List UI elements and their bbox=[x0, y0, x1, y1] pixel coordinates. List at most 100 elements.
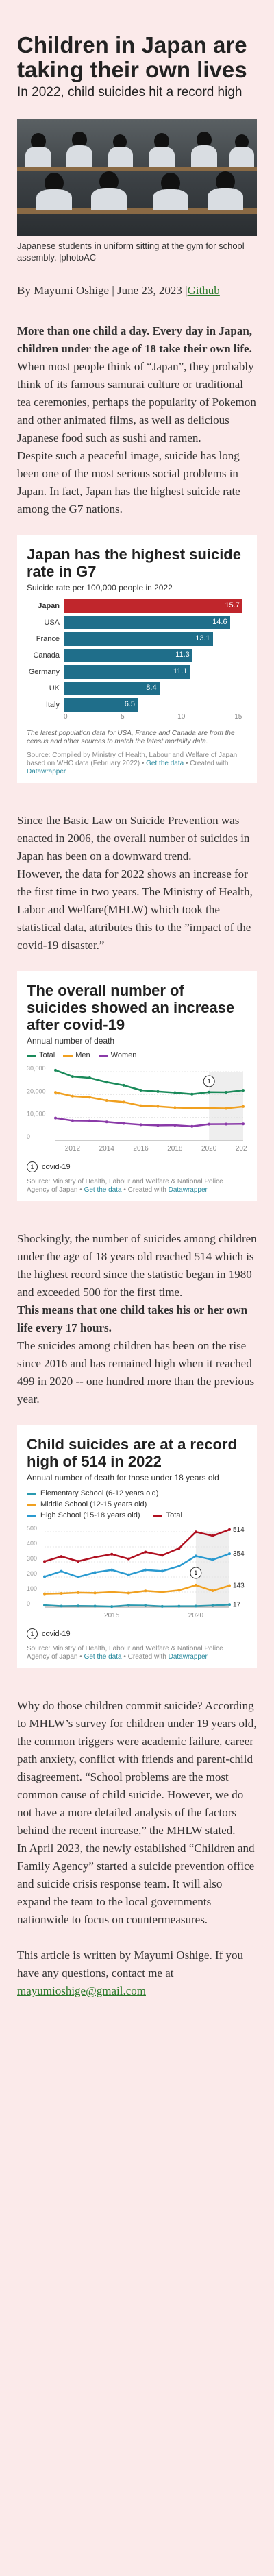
data-point bbox=[88, 1096, 91, 1099]
data-point bbox=[144, 1550, 147, 1554]
bar: 14.6 bbox=[64, 616, 230, 629]
data-point bbox=[160, 1604, 164, 1608]
data-point bbox=[225, 1122, 228, 1126]
x-tick-label: 2012 bbox=[65, 1145, 81, 1153]
data-point bbox=[190, 1092, 194, 1096]
data-point bbox=[160, 1569, 164, 1573]
data-point bbox=[228, 1584, 231, 1587]
y-tick-label: 100 bbox=[27, 1585, 37, 1592]
section3-paragraph-2: This means that one child takes his or h… bbox=[17, 1303, 248, 1334]
data-point bbox=[93, 1556, 97, 1559]
data-point bbox=[173, 1091, 177, 1094]
datawrapper-link[interactable]: Datawrapper bbox=[27, 768, 66, 775]
x-tick-label: 15 bbox=[234, 713, 242, 721]
bar: 8.4 bbox=[64, 682, 160, 695]
datawrapper-link[interactable]: Datawrapper bbox=[168, 1653, 208, 1661]
source-text: Source: Ministry of Health, Labour and W… bbox=[27, 1645, 223, 1661]
data-point bbox=[194, 1530, 197, 1534]
data-point bbox=[88, 1119, 91, 1122]
data-point bbox=[139, 1123, 142, 1127]
y-tick-label: 300 bbox=[27, 1555, 37, 1562]
data-point bbox=[173, 1106, 177, 1109]
bar-value-label: 8.4 bbox=[146, 684, 157, 692]
chart3-title: Child suicides are at a record high of 5… bbox=[27, 1436, 237, 1470]
get-data-link[interactable]: Get the data bbox=[84, 1186, 122, 1194]
covid-annotation-marker bbox=[190, 1567, 202, 1579]
x-tick-label: 2015 bbox=[104, 1612, 120, 1620]
data-point bbox=[177, 1589, 181, 1592]
data-point bbox=[93, 1591, 97, 1595]
y-tick-label: 30,000 bbox=[27, 1065, 46, 1072]
legend-men: Men bbox=[63, 1051, 90, 1059]
get-data-link[interactable]: Get the data bbox=[146, 760, 184, 767]
data-point bbox=[242, 1089, 245, 1092]
data-point bbox=[77, 1591, 80, 1594]
covid-shade bbox=[195, 1532, 229, 1607]
data-point bbox=[127, 1573, 130, 1576]
data-point bbox=[139, 1089, 142, 1092]
footer-text: This article is written by Mayumi Oshige… bbox=[17, 1949, 244, 1979]
data-point bbox=[225, 1090, 228, 1094]
article-subtitle: In 2022, child suicides hit a record hig… bbox=[17, 85, 242, 99]
y-tick-label: 10,000 bbox=[27, 1111, 46, 1118]
bar-value-label: 11.1 bbox=[173, 667, 188, 675]
photo-caption: Japanese students in uniform sitting at … bbox=[17, 241, 245, 263]
data-point bbox=[88, 1076, 91, 1080]
bar-label: Canada bbox=[33, 651, 60, 660]
bar-label: Germany bbox=[28, 668, 60, 676]
data-point bbox=[156, 1090, 160, 1093]
covid-shade bbox=[209, 1072, 243, 1140]
section3-paragraph-3: The suicides among children has been on … bbox=[17, 1339, 255, 1406]
bar: 6.5 bbox=[64, 698, 138, 712]
data-point bbox=[177, 1547, 181, 1550]
data-point bbox=[110, 1591, 114, 1593]
data-point bbox=[43, 1604, 46, 1607]
x-tick-label: 2016 bbox=[133, 1145, 149, 1153]
data-point bbox=[144, 1589, 147, 1593]
data-point bbox=[105, 1120, 108, 1124]
byline-text: By Mayumi Oshige | June 23, 2023 | bbox=[17, 284, 188, 297]
datawrapper-link[interactable]: Datawrapper bbox=[168, 1186, 208, 1194]
bar-label: France bbox=[36, 635, 60, 643]
chart2-legend: Total Men Women bbox=[27, 1051, 247, 1059]
data-point bbox=[93, 1571, 97, 1574]
bar-row-italy: Italy 6.5 bbox=[27, 697, 247, 713]
data-point bbox=[110, 1552, 114, 1556]
bar-row-usa: USA 14.6 bbox=[27, 614, 247, 631]
x-tick-label: 2018 bbox=[167, 1145, 183, 1153]
data-point bbox=[194, 1554, 197, 1558]
bar-value-label: 15.7 bbox=[225, 601, 240, 610]
github-link[interactable]: Github bbox=[187, 284, 220, 297]
data-point bbox=[77, 1576, 80, 1578]
chart3-source: Source: Ministry of Health, Labour and W… bbox=[27, 1645, 247, 1661]
x-tick-label: 2020 bbox=[201, 1145, 217, 1153]
email-link[interactable]: mayumioshige@gmail.com bbox=[17, 1984, 146, 1997]
data-point bbox=[208, 1107, 211, 1110]
legend-middle: Middle School (12-15 years old) bbox=[27, 1499, 247, 1510]
data-point bbox=[54, 1091, 57, 1094]
data-point bbox=[105, 1081, 108, 1084]
data-point bbox=[127, 1591, 130, 1595]
chart2-source: Source: Ministry of Health, Labour and W… bbox=[27, 1178, 247, 1194]
covid-legend: 1 covid-19 bbox=[27, 1628, 247, 1639]
series-line bbox=[44, 1584, 230, 1595]
section4-paragraph-2: In April 2023, the newly established “Ch… bbox=[17, 1842, 255, 1926]
chart-g7-suicide-rate: Japan has the highest suicide rate in G7… bbox=[17, 535, 257, 783]
x-tick-label: 2020 bbox=[188, 1612, 204, 1620]
legend-women: Women bbox=[98, 1051, 136, 1059]
source-text: Source: Compiled by Ministry of Health, … bbox=[27, 751, 238, 767]
get-data-link[interactable]: Get the data bbox=[84, 1653, 122, 1661]
data-point bbox=[225, 1107, 228, 1110]
series-line bbox=[44, 1604, 230, 1608]
x-tick-label: 0 bbox=[64, 713, 68, 721]
bar: 11.3 bbox=[64, 649, 192, 662]
data-point bbox=[139, 1104, 142, 1107]
section2-paragraph-2: However, the data for 2022 shows an incr… bbox=[17, 867, 253, 952]
legend-total: Total bbox=[27, 1051, 55, 1059]
source-sep: • Created with bbox=[123, 1186, 166, 1194]
data-point bbox=[194, 1583, 197, 1587]
series-line bbox=[44, 1528, 230, 1563]
end-value-label: 143 bbox=[233, 1582, 245, 1590]
bar-list: Japan 15.7 USA 14.6 France 13.1 Canada 11.3 Germ… bbox=[27, 598, 247, 713]
data-point bbox=[160, 1591, 164, 1593]
